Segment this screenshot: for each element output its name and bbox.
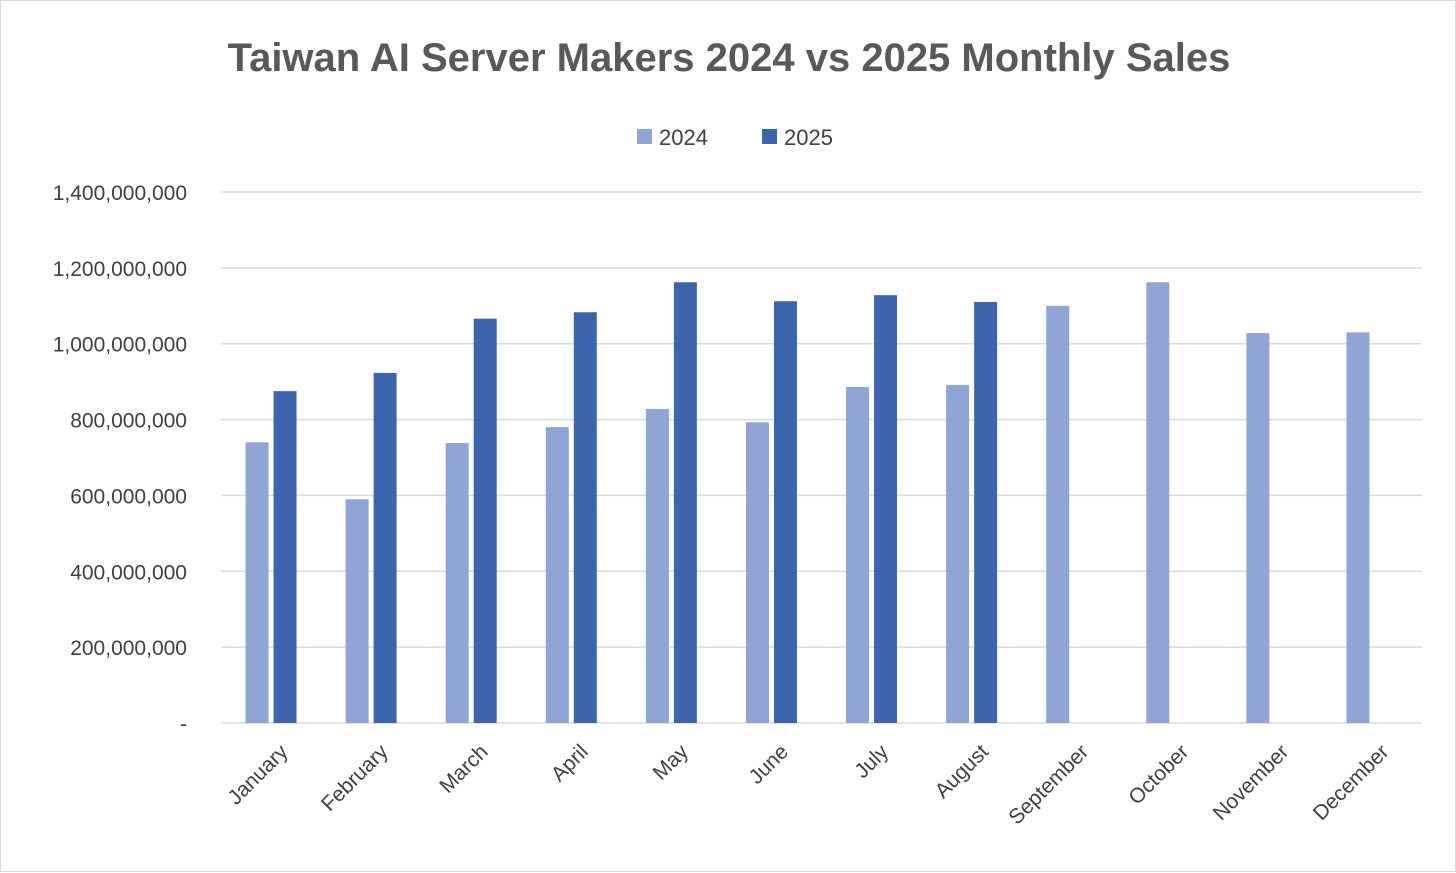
bar-2024-june (745, 422, 769, 723)
bar-2024-october (1146, 282, 1170, 723)
bar-2024-february (345, 499, 369, 723)
y-tick-label: 1,000,000,000 (53, 334, 187, 357)
bar-2024-november (1246, 333, 1270, 723)
x-tick-label: November (1209, 740, 1294, 825)
x-tick-label: March (435, 740, 493, 798)
x-tick-label: May (649, 740, 694, 785)
bar-2024-april (545, 427, 569, 723)
bar-2025-april (573, 312, 597, 723)
y-tick-label: 600,000,000 (70, 485, 187, 508)
legend-swatch-2024 (637, 129, 652, 144)
legend-label-2025: 2025 (784, 125, 833, 150)
x-tick-label: August (931, 740, 994, 803)
legend: 2024 2025 (637, 125, 833, 150)
bar-2025-july (874, 295, 898, 723)
y-tick-label: - (180, 713, 187, 736)
y-tick-label: 200,000,000 (70, 637, 187, 660)
y-tick-label: 1,200,000,000 (53, 258, 187, 281)
x-tick-label: June (745, 740, 793, 788)
y-tick-label: 400,000,000 (70, 561, 187, 584)
y-tick-label: 800,000,000 (70, 410, 187, 433)
bar-2025-february (373, 372, 397, 723)
x-tick-label: September (1004, 740, 1093, 829)
bar-2024-may (645, 408, 669, 723)
gridlines (221, 191, 1422, 724)
legend-label-2024: 2024 (659, 125, 708, 150)
bar-2024-july (846, 386, 870, 723)
chart-title: Taiwan AI Server Makers 2024 vs 2025 Mon… (228, 36, 1231, 80)
x-tick-label: January (223, 740, 292, 809)
x-tick-label: February (317, 740, 393, 816)
bar-2024-august (946, 385, 970, 723)
bar-2024-december (1346, 332, 1370, 723)
x-tick-label: October (1124, 740, 1193, 809)
x-tick-label: December (1309, 740, 1394, 825)
x-tick-label: July (850, 740, 893, 783)
y-axis: - 200,000,000 400,000,000 600,000,000 800,00… (53, 182, 187, 736)
bar-2025-may (673, 282, 697, 723)
bars (245, 282, 1370, 723)
bar-2024-january (245, 442, 269, 723)
bar-2025-january (273, 391, 297, 723)
y-tick-label: 1,400,000,000 (53, 182, 187, 205)
bar-2025-june (773, 301, 797, 723)
bar-2024-september (1046, 305, 1070, 723)
legend-swatch-2025 (762, 129, 777, 144)
bar-2025-august (974, 301, 998, 723)
x-tick-label: April (547, 740, 593, 786)
x-axis: January February March April May June July Augu… (223, 740, 1393, 829)
bar-2024-march (445, 443, 469, 723)
bar-2025-march (473, 318, 497, 723)
